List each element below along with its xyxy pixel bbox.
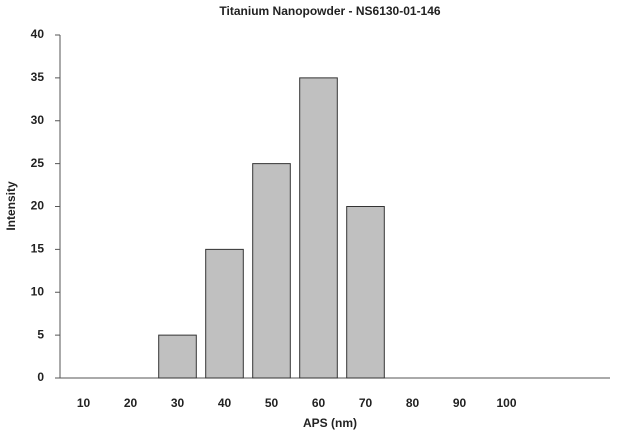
x-tick-label: 40 [218, 396, 232, 410]
y-axis-label: Intensity [4, 181, 18, 231]
bar [346, 206, 385, 379]
bar [252, 163, 291, 379]
y-tick-label: 0 [37, 370, 44, 384]
x-axis-label: APS (nm) [303, 416, 357, 430]
bar [299, 77, 338, 379]
x-tick-label: 60 [312, 396, 326, 410]
bar [205, 248, 244, 379]
y-tick-label: 40 [31, 27, 45, 41]
chart-title: Titanium Nanopowder - NS6130-01-146 [219, 4, 441, 18]
x-tick-label: 30 [171, 396, 185, 410]
y-tick-label: 30 [31, 113, 45, 127]
x-tick-label: 10 [77, 396, 91, 410]
y-tick-label: 20 [31, 199, 45, 213]
y-tick-label: 15 [31, 242, 45, 256]
x-tick-label: 20 [124, 396, 138, 410]
x-tick-label: 50 [265, 396, 279, 410]
bar [158, 334, 197, 379]
x-tick-label: 90 [453, 396, 467, 410]
y-tick-label: 5 [37, 327, 44, 341]
x-tick-label: 80 [406, 396, 420, 410]
y-tick-label: 35 [31, 70, 45, 84]
x-tick-label: 70 [359, 396, 373, 410]
x-tick-label: 100 [496, 396, 516, 410]
y-tick-label: 25 [31, 156, 45, 170]
y-tick-label: 10 [31, 284, 45, 298]
